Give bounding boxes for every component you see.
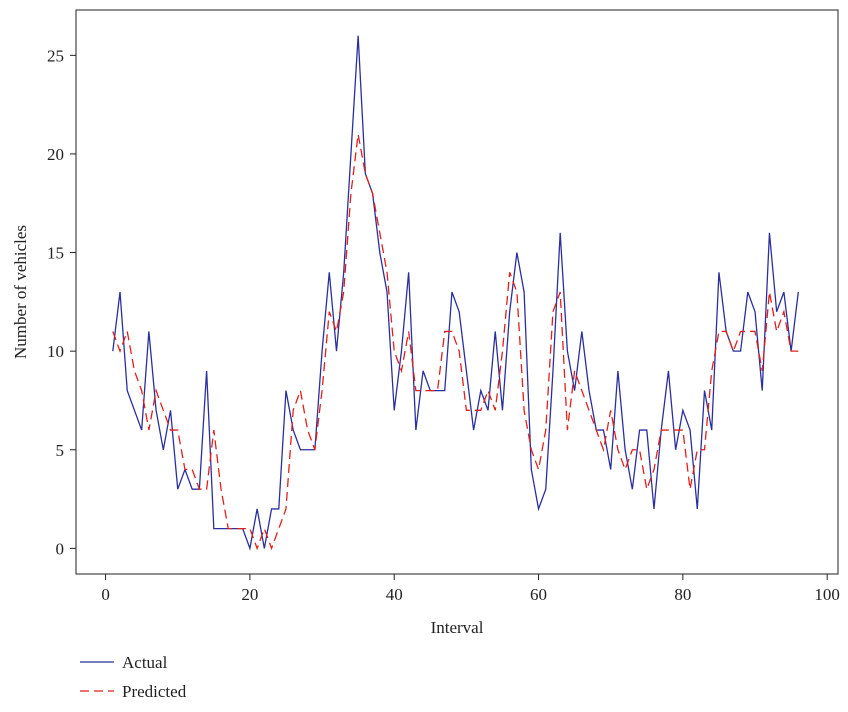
series-line [112, 35, 799, 551]
y-tick-label: 20 [47, 145, 64, 164]
y-tick-label: 5 [56, 441, 65, 460]
x-tick-label: 100 [814, 585, 840, 604]
x-tick-label: 20 [241, 585, 258, 604]
legend-label: Actual [122, 653, 168, 672]
series-line [112, 134, 799, 551]
x-tick-label: 60 [530, 585, 547, 604]
y-axis-label: Number of vehicles [11, 225, 30, 359]
x-axis-label: Interval [431, 618, 484, 637]
y-tick-label: 10 [47, 342, 64, 361]
x-tick-label: 0 [101, 585, 110, 604]
y-tick-label: 25 [47, 46, 64, 65]
x-tick-label: 80 [674, 585, 691, 604]
legend-label: Predicted [122, 682, 187, 701]
y-tick-label: 0 [56, 539, 65, 558]
x-tick-label: 40 [386, 585, 403, 604]
plot-frame [75, 9, 839, 575]
y-tick-label: 15 [47, 244, 64, 263]
